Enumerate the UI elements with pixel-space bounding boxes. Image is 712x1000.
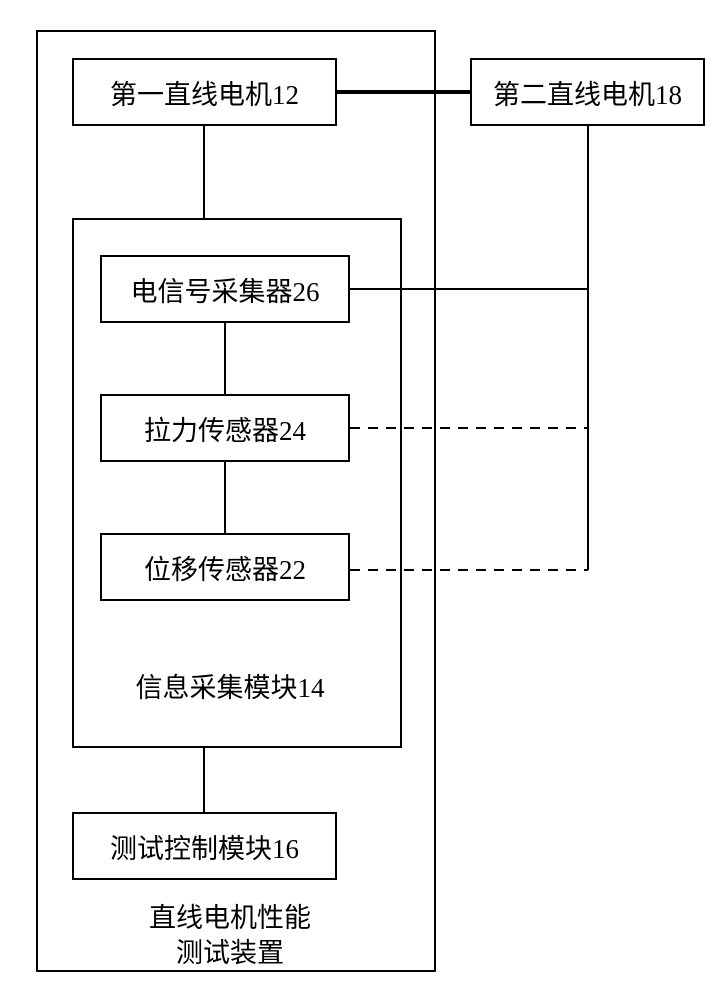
motor1-label: 第一直线电机12 xyxy=(110,73,299,112)
tension-sensor-box: 拉力传感器24 xyxy=(100,394,350,462)
device-caption-line2-text: 测试装置 xyxy=(176,938,284,968)
tension-sensor-label: 拉力传感器24 xyxy=(144,409,306,448)
motor2-label: 第二直线电机18 xyxy=(493,73,682,112)
device-caption-line1: 直线电机性能 xyxy=(120,900,340,938)
info-module-caption-text: 信息采集模块14 xyxy=(136,673,325,703)
motor1-box: 第一直线电机12 xyxy=(72,58,337,126)
info-module-caption: 信息采集模块14 xyxy=(100,670,360,708)
test-control-label: 测试控制模块16 xyxy=(110,827,299,866)
signal-collector-box: 电信号采集器26 xyxy=(100,255,350,323)
disp-sensor-box: 位移传感器22 xyxy=(100,533,350,601)
device-caption-line2: 测试装置 xyxy=(120,935,340,973)
test-control-box: 测试控制模块16 xyxy=(72,812,337,880)
disp-sensor-label: 位移传感器22 xyxy=(144,548,306,587)
motor2-box: 第二直线电机18 xyxy=(470,58,705,126)
device-caption-line1-text: 直线电机性能 xyxy=(149,903,311,933)
signal-collector-label: 电信号采集器26 xyxy=(131,270,320,309)
